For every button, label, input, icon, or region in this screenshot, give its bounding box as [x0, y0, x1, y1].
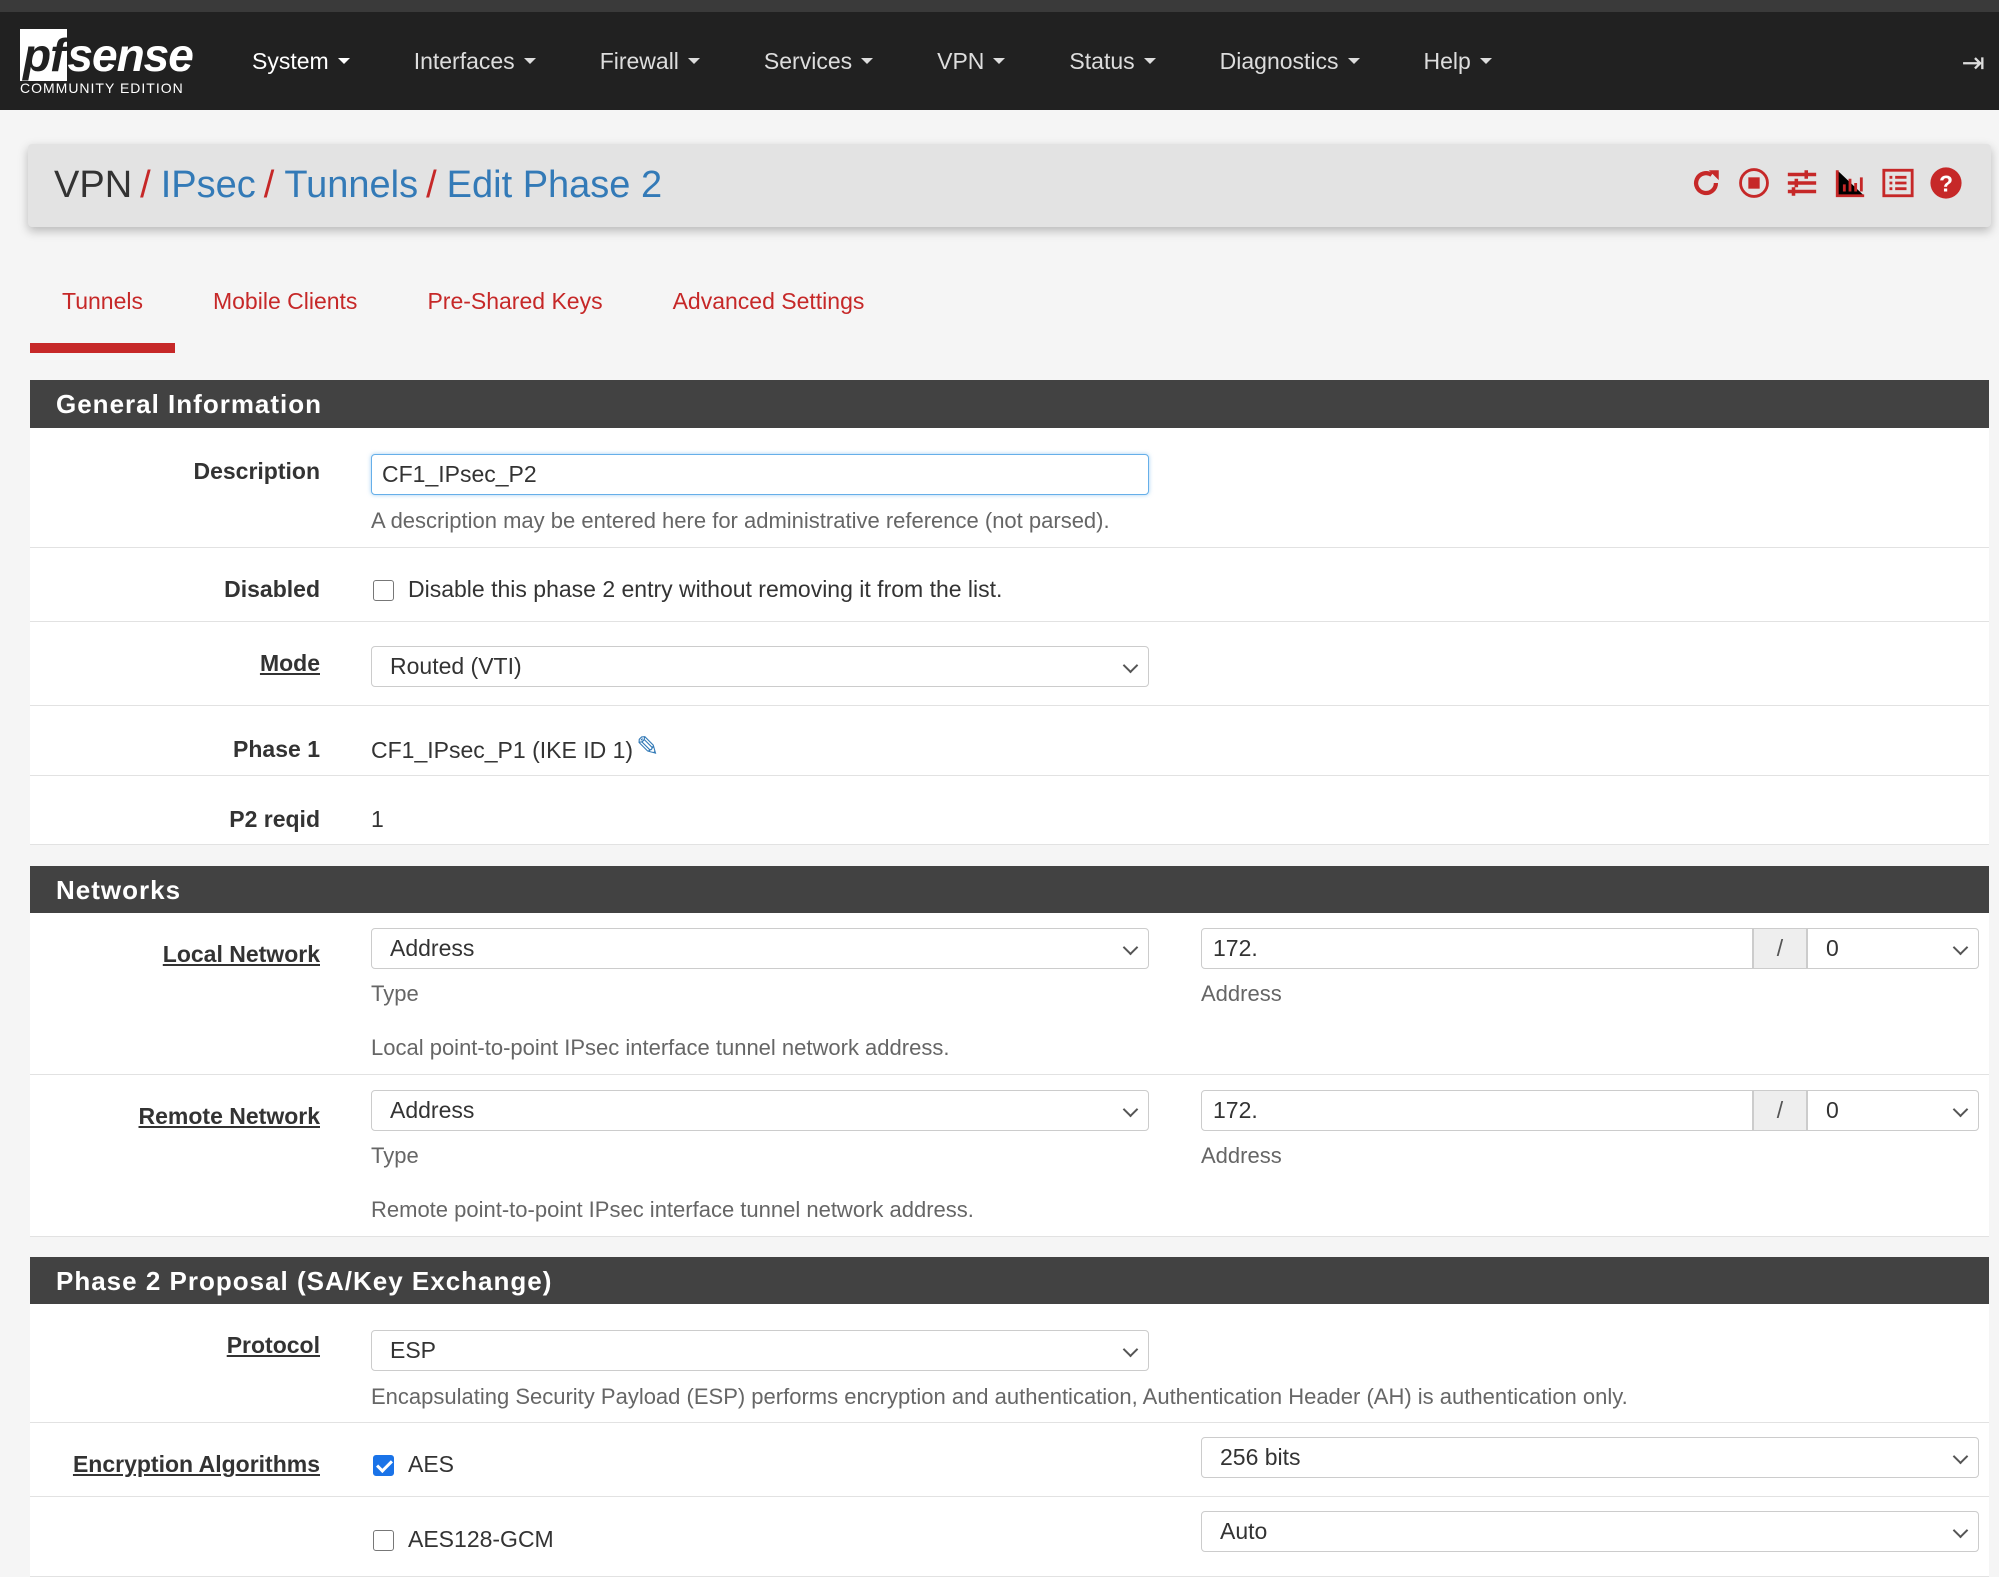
general-information-header: General Information	[30, 380, 1989, 428]
reqid-label: P2 reqid	[229, 806, 320, 832]
help-icon[interactable]: ?	[1929, 166, 1963, 200]
edit-pencil-icon[interactable]: ✎	[636, 731, 660, 762]
phase1-row: Phase 1 CF1_IPsec_P1 (IKE ID 1) ✎	[30, 706, 1989, 776]
menu-services[interactable]: Services	[764, 48, 874, 75]
remote-type-select[interactable]: Address	[371, 1090, 1149, 1131]
tab-mobile-clients[interactable]: Mobile Clients	[212, 288, 358, 314]
mode-row: Mode Routed (VTI)	[30, 622, 1989, 706]
edition-label: COMMUNITY EDITION	[20, 80, 184, 96]
disabled-text: Disable this phase 2 entry without remov…	[408, 576, 1003, 602]
aes-keylen-select[interactable]: 256 bits	[1201, 1437, 1979, 1478]
remote-network-row: Remote Network Address Type 172. / 0 Add…	[30, 1075, 1989, 1237]
menu-vpn[interactable]: VPN	[937, 48, 1006, 75]
description-help: A description may be entered here for ad…	[371, 508, 1110, 533]
tab-tunnels[interactable]: Tunnels	[30, 280, 175, 353]
description-label: Description	[193, 458, 320, 484]
local-address-input[interactable]: 172.	[1201, 928, 1753, 969]
breadcrumb-vpn: VPN	[54, 164, 133, 206]
menu-diagnostics[interactable]: Diagnostics	[1220, 48, 1360, 75]
menu-interfaces[interactable]: Interfaces	[414, 48, 536, 75]
local-type-select[interactable]: Address	[371, 928, 1149, 969]
menu-firewall[interactable]: Firewall	[600, 48, 700, 75]
tab-pre-shared-keys[interactable]: Pre-Shared Keys	[427, 288, 603, 314]
remote-address-label: Address	[1201, 1143, 1282, 1168]
remote-network-label[interactable]: Remote Network	[138, 1103, 320, 1129]
local-address-label: Address	[1201, 981, 1282, 1006]
local-network-row: Local Network Address Type 172. / 0 Addr…	[30, 913, 1989, 1075]
disabled-checkbox[interactable]	[373, 580, 394, 601]
phase1-label: Phase 1	[233, 736, 320, 762]
reqid-value: 1	[371, 806, 384, 832]
remote-mask-select[interactable]: 0	[1807, 1090, 1979, 1131]
reqid-row: P2 reqid 1	[30, 776, 1989, 845]
navbar: pfsense COMMUNITY EDITION System Interfa…	[0, 12, 1999, 110]
breadcrumb: VPN / IPsec / Tunnels / Edit Phase 2 ?	[28, 144, 1991, 227]
pfsense-logo[interactable]: pfsense COMMUNITY EDITION	[20, 29, 194, 96]
breadcrumb-ipsec[interactable]: IPsec	[160, 164, 256, 206]
tab-advanced-settings[interactable]: Advanced Settings	[672, 288, 865, 314]
phase1-value: CF1_IPsec_P1 (IKE ID 1)	[371, 737, 634, 763]
disabled-row: Disabled Disable this phase 2 entry with…	[30, 548, 1989, 622]
disabled-label: Disabled	[224, 576, 320, 602]
aes128gcm-checkbox[interactable]	[373, 1530, 394, 1551]
aes128gcm-keylen-select[interactable]: Auto	[1201, 1511, 1979, 1552]
protocol-help: Encapsulating Security Payload (ESP) per…	[371, 1384, 1628, 1409]
breadcrumb-edit-phase2[interactable]: Edit Phase 2	[446, 164, 663, 206]
protocol-label[interactable]: Protocol	[226, 1332, 320, 1358]
local-type-label: Type	[371, 981, 419, 1006]
menu-system[interactable]: System	[252, 48, 350, 75]
aes128gcm-label: AES128-GCM	[408, 1526, 554, 1552]
stop-icon[interactable]	[1737, 166, 1771, 200]
restart-icon[interactable]	[1689, 166, 1723, 200]
encryption-algorithms-label[interactable]: Encryption Algorithms	[72, 1451, 320, 1477]
description-input[interactable]: CF1_IPsec_P2	[371, 454, 1149, 495]
local-network-help: Local point-to-point IPsec interface tun…	[371, 1035, 950, 1060]
chart-icon[interactable]	[1833, 166, 1867, 200]
breadcrumb-tunnels[interactable]: Tunnels	[284, 164, 419, 206]
description-row: Description CF1_IPsec_P2 A description m…	[30, 428, 1989, 548]
svg-text:?: ?	[1939, 171, 1953, 197]
local-slash: /	[1753, 928, 1807, 969]
menu-status[interactable]: Status	[1069, 48, 1156, 75]
remote-address-input[interactable]: 172.	[1201, 1090, 1753, 1131]
menu-help[interactable]: Help	[1424, 48, 1492, 75]
aes-checkbox[interactable]	[373, 1455, 394, 1476]
local-network-label[interactable]: Local Network	[162, 941, 320, 967]
window-top-strip	[0, 0, 1999, 12]
remote-slash: /	[1753, 1090, 1807, 1131]
encryption-aes-row: Encryption Algorithms AES 256 bits	[30, 1423, 1989, 1497]
log-list-icon[interactable]	[1881, 166, 1915, 200]
settings-sliders-icon[interactable]	[1785, 166, 1819, 200]
remote-type-label: Type	[371, 1143, 419, 1168]
logout-icon[interactable]: ⇥	[1961, 47, 1985, 78]
remote-network-help: Remote point-to-point IPsec interface tu…	[371, 1197, 974, 1222]
protocol-row: Protocol ESP Encapsulating Security Payl…	[30, 1304, 1989, 1423]
aes-label: AES	[408, 1451, 455, 1477]
encryption-aes128gcm-row: AES128-GCM Auto	[30, 1497, 1989, 1577]
local-mask-select[interactable]: 0	[1807, 928, 1979, 969]
phase2-proposal-header: Phase 2 Proposal (SA/Key Exchange)	[30, 1257, 1989, 1305]
mode-label[interactable]: Mode	[259, 650, 320, 676]
protocol-select[interactable]: ESP	[371, 1330, 1149, 1371]
networks-header: Networks	[30, 866, 1989, 914]
mode-select[interactable]: Routed (VTI)	[371, 646, 1149, 687]
